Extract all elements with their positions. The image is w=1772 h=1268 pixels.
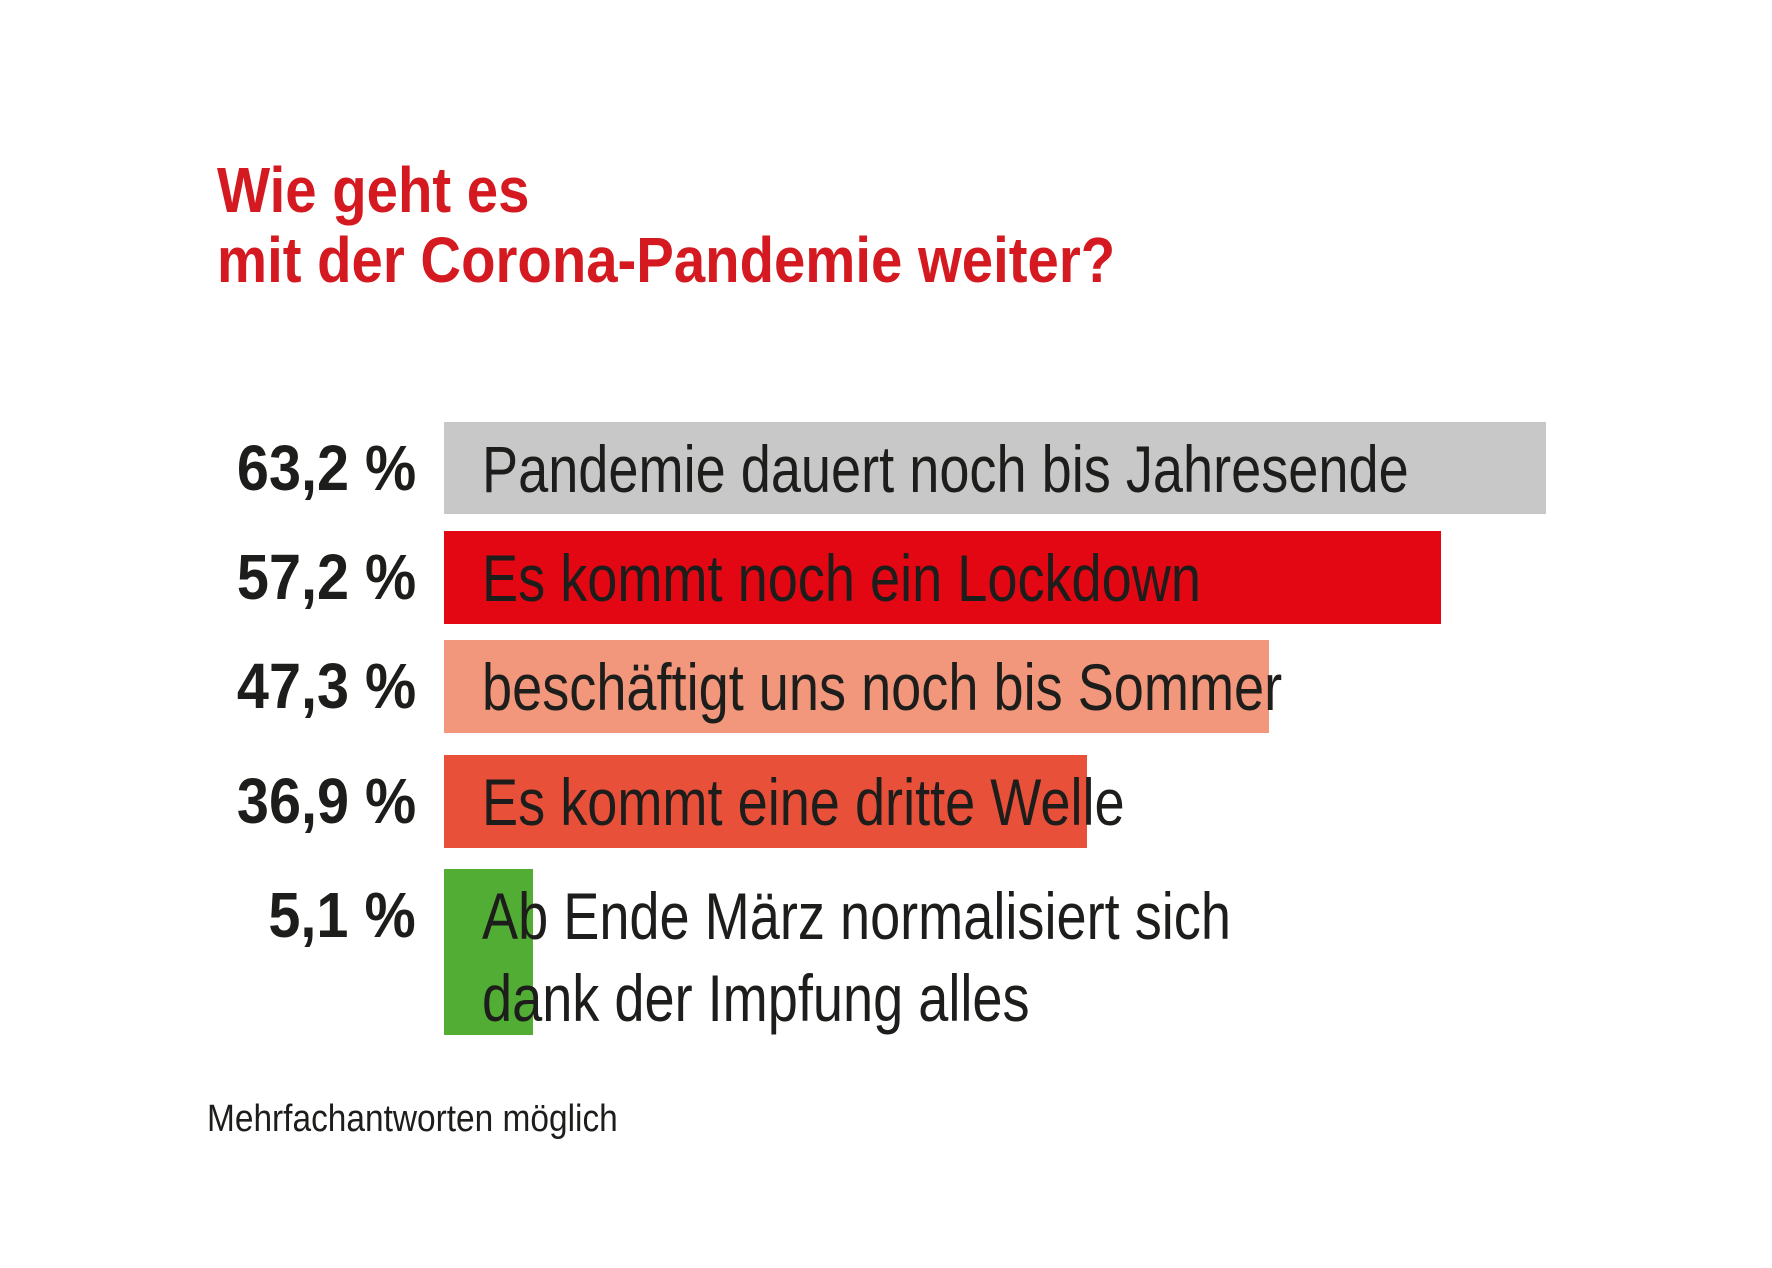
bar	[444, 640, 1269, 733]
chart-title: Wie geht es mit der Corona-Pandemie weit…	[217, 155, 1115, 295]
value-label: 36,9 %	[236, 765, 416, 837]
footnote: Mehrfachantworten möglich	[207, 1098, 618, 1140]
bar	[444, 422, 1546, 514]
category-label: Es kommt eine dritte Welle	[482, 761, 1125, 843]
value-label: 57,2 %	[236, 541, 416, 613]
bar	[444, 755, 1087, 848]
value-label: 63,2 %	[236, 432, 416, 504]
category-label: beschäftigt uns noch bis Sommer	[482, 646, 1282, 728]
category-label-line: Ab Ende März normalisiert sich	[482, 879, 1231, 953]
value-label: 47,3 %	[236, 650, 416, 722]
bar	[444, 869, 533, 1035]
category-label: Ab Ende März normalisiert sich dank der I…	[482, 875, 1231, 1039]
category-label-line: dank der Impfung alles	[482, 961, 1030, 1035]
category-label: Es kommt noch ein Lockdown	[482, 537, 1201, 619]
category-label-line: Es kommt eine dritte Welle	[482, 765, 1125, 839]
category-label-line: Es kommt noch ein Lockdown	[482, 541, 1201, 615]
category-label-line: beschäftigt uns noch bis Sommer	[482, 650, 1283, 724]
chart-title-line-2: mit der Corona-Pandemie weiter?	[217, 224, 1116, 296]
bar	[444, 531, 1441, 624]
chart-title-line-1: Wie geht es	[217, 154, 530, 226]
category-label-line: Pandemie dauert noch bis Jahresende	[482, 432, 1409, 506]
category-label: Pandemie dauert noch bis Jahresende	[482, 428, 1409, 510]
value-label: 5,1 %	[268, 879, 416, 951]
